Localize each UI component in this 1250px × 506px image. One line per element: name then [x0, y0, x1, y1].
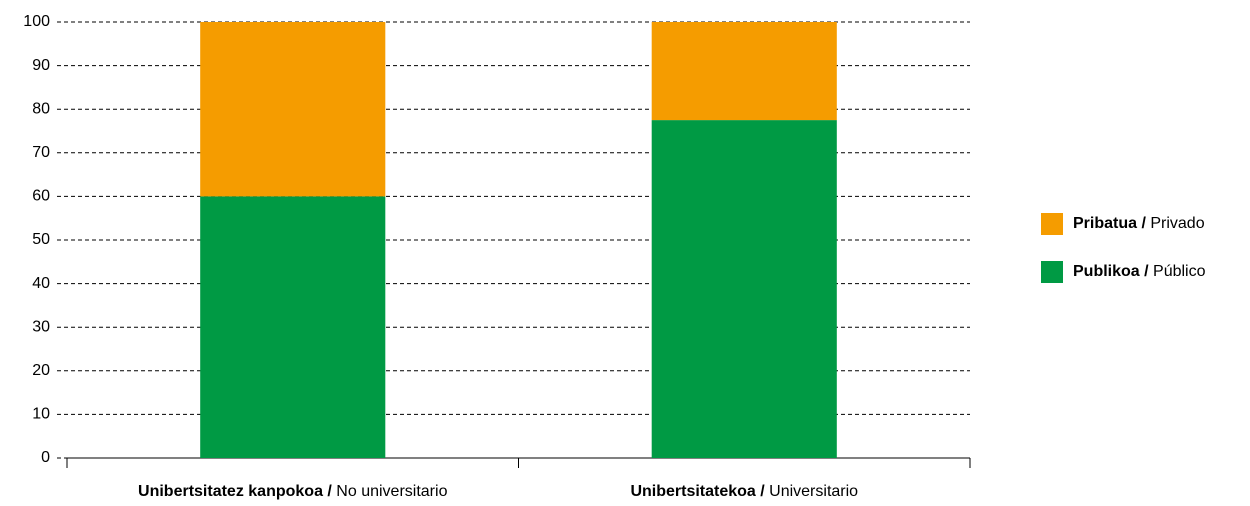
y-tick-label: 100 — [23, 13, 50, 30]
bar-segment — [200, 196, 386, 458]
bar-segment — [200, 22, 386, 197]
legend-label: Publikoa / Público — [1073, 263, 1206, 280]
y-tick-label: 20 — [32, 362, 50, 379]
legend-swatch — [1041, 261, 1063, 283]
y-tick-label: 70 — [32, 144, 50, 161]
y-tick-label: 50 — [32, 231, 50, 248]
y-tick-label: 30 — [32, 318, 50, 335]
y-tick-label: 90 — [32, 57, 50, 74]
bar-segment — [651, 22, 837, 121]
x-tick-label: Unibertsitatekoa / Universitario — [630, 483, 858, 500]
legend-label: Pribatua / Privado — [1073, 215, 1205, 232]
bar-segment — [651, 120, 837, 458]
legend-swatch — [1041, 213, 1063, 235]
y-tick-label: 40 — [32, 275, 50, 292]
y-tick-label: 80 — [32, 100, 50, 117]
y-tick-label: 10 — [32, 406, 50, 423]
x-tick-label: Unibertsitatez kanpokoa / No universitar… — [138, 483, 448, 500]
y-tick-label: 0 — [41, 449, 50, 466]
y-tick-label: 60 — [32, 188, 50, 205]
